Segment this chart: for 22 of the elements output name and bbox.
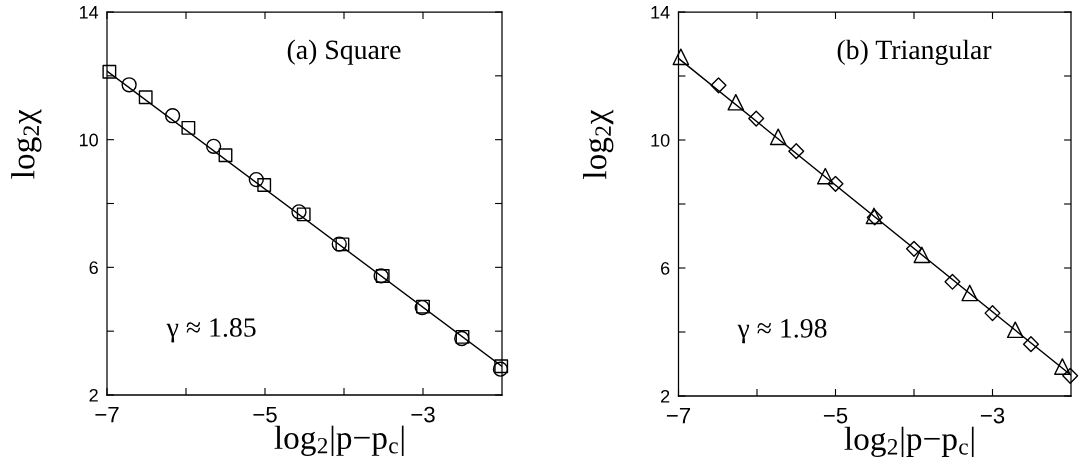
x-tick-label: −3	[411, 406, 435, 423]
x-tick-label: −5	[823, 407, 848, 424]
y-tick-label: 10	[79, 133, 98, 147]
x-axis-title: log$_{2}$|p−p$_{c}$|	[844, 426, 974, 458]
y-tick-label: 10	[651, 133, 670, 147]
x-tick-label: −7	[666, 407, 691, 424]
x-tick-label: −5	[253, 406, 277, 423]
y-axis-title: log$_{2}$χ	[11, 109, 42, 179]
y-tick-label: 14	[79, 6, 99, 19]
y-tick-label: 2	[89, 388, 98, 402]
y-tick-label: 6	[89, 261, 98, 275]
annotation: γ ≈ 1.98	[737, 318, 827, 344]
annotation: (a) Square	[287, 39, 401, 65]
x-tick-label: −7	[95, 406, 119, 423]
y-tick-label: 2	[661, 389, 670, 403]
y-axis-title: log$_{2}$χ	[583, 109, 614, 179]
annotation: γ ≈ 1.85	[166, 318, 256, 343]
y-tick-label: 6	[661, 261, 670, 275]
x-axis-title: log$_{2}$|p−p$_{c}$|	[274, 425, 404, 456]
annotation: (b) Triangular	[837, 39, 992, 65]
y-tick-label: 14	[651, 6, 670, 19]
x-tick-label: −3	[980, 407, 1005, 424]
